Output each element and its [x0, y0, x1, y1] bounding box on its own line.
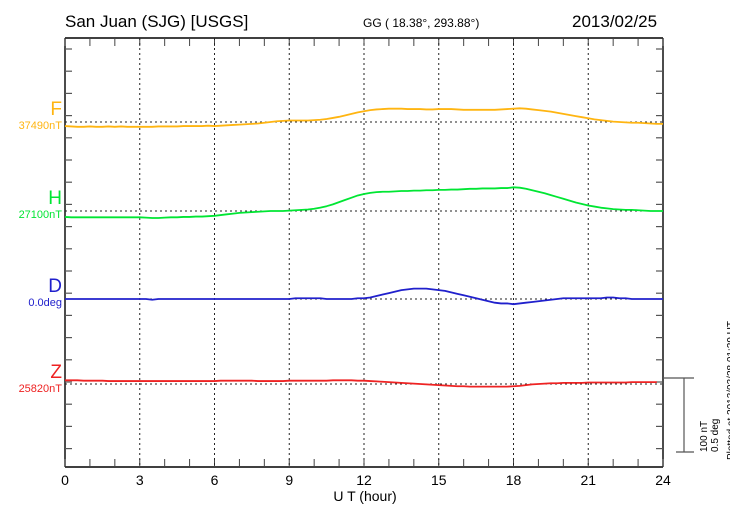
scale-bar-nt-label: 100 nT: [699, 420, 710, 452]
x-tick-label-3: 3: [135, 472, 144, 488]
x-tick-label-9: 9: [285, 472, 294, 488]
component-letter-f: F: [50, 99, 62, 120]
scale-bar-deg-label: 0.5 deg: [710, 418, 721, 452]
observation-date: 2013/02/25: [572, 12, 658, 31]
trace-z: [65, 379, 657, 388]
x-tick-label-18: 18: [505, 472, 522, 488]
component-letter-d: D: [48, 276, 62, 297]
plotted-at-timestamp: Plotted at 2013/03/28 01:29 UT: [726, 321, 730, 460]
x-tick-label-24: 24: [655, 472, 671, 488]
component-label-d: D 0.0deg: [0, 277, 62, 309]
component-label-h: H 27100nT: [0, 189, 62, 221]
component-baseline-z: 25820nT: [18, 383, 62, 395]
x-tick-label-21: 21: [580, 472, 597, 488]
station-title: San Juan (SJG) [USGS]: [65, 12, 249, 31]
component-letter-h: H: [48, 188, 62, 209]
component-baseline-h: 27100nT: [18, 209, 62, 221]
component-label-z: Z 25820nT: [0, 363, 62, 395]
trace-f: [64, 107, 663, 128]
x-tick-label-6: 6: [210, 472, 219, 488]
component-baseline-f: 37490nT: [18, 120, 62, 132]
component-label-f: F 37490nT: [0, 100, 62, 132]
x-tick-label-0: 0: [61, 472, 69, 488]
x-tick-label-15: 15: [430, 472, 447, 488]
x-tick-label-12: 12: [356, 472, 372, 488]
geographic-coordinates: GG ( 18.38°, 293.88°): [363, 16, 480, 30]
component-letter-z: Z: [50, 362, 62, 383]
trace-d: [65, 287, 663, 306]
trace-h: [64, 186, 663, 219]
component-baseline-d: 0.0deg: [28, 297, 62, 309]
x-axis-title: U T (hour): [333, 488, 397, 504]
